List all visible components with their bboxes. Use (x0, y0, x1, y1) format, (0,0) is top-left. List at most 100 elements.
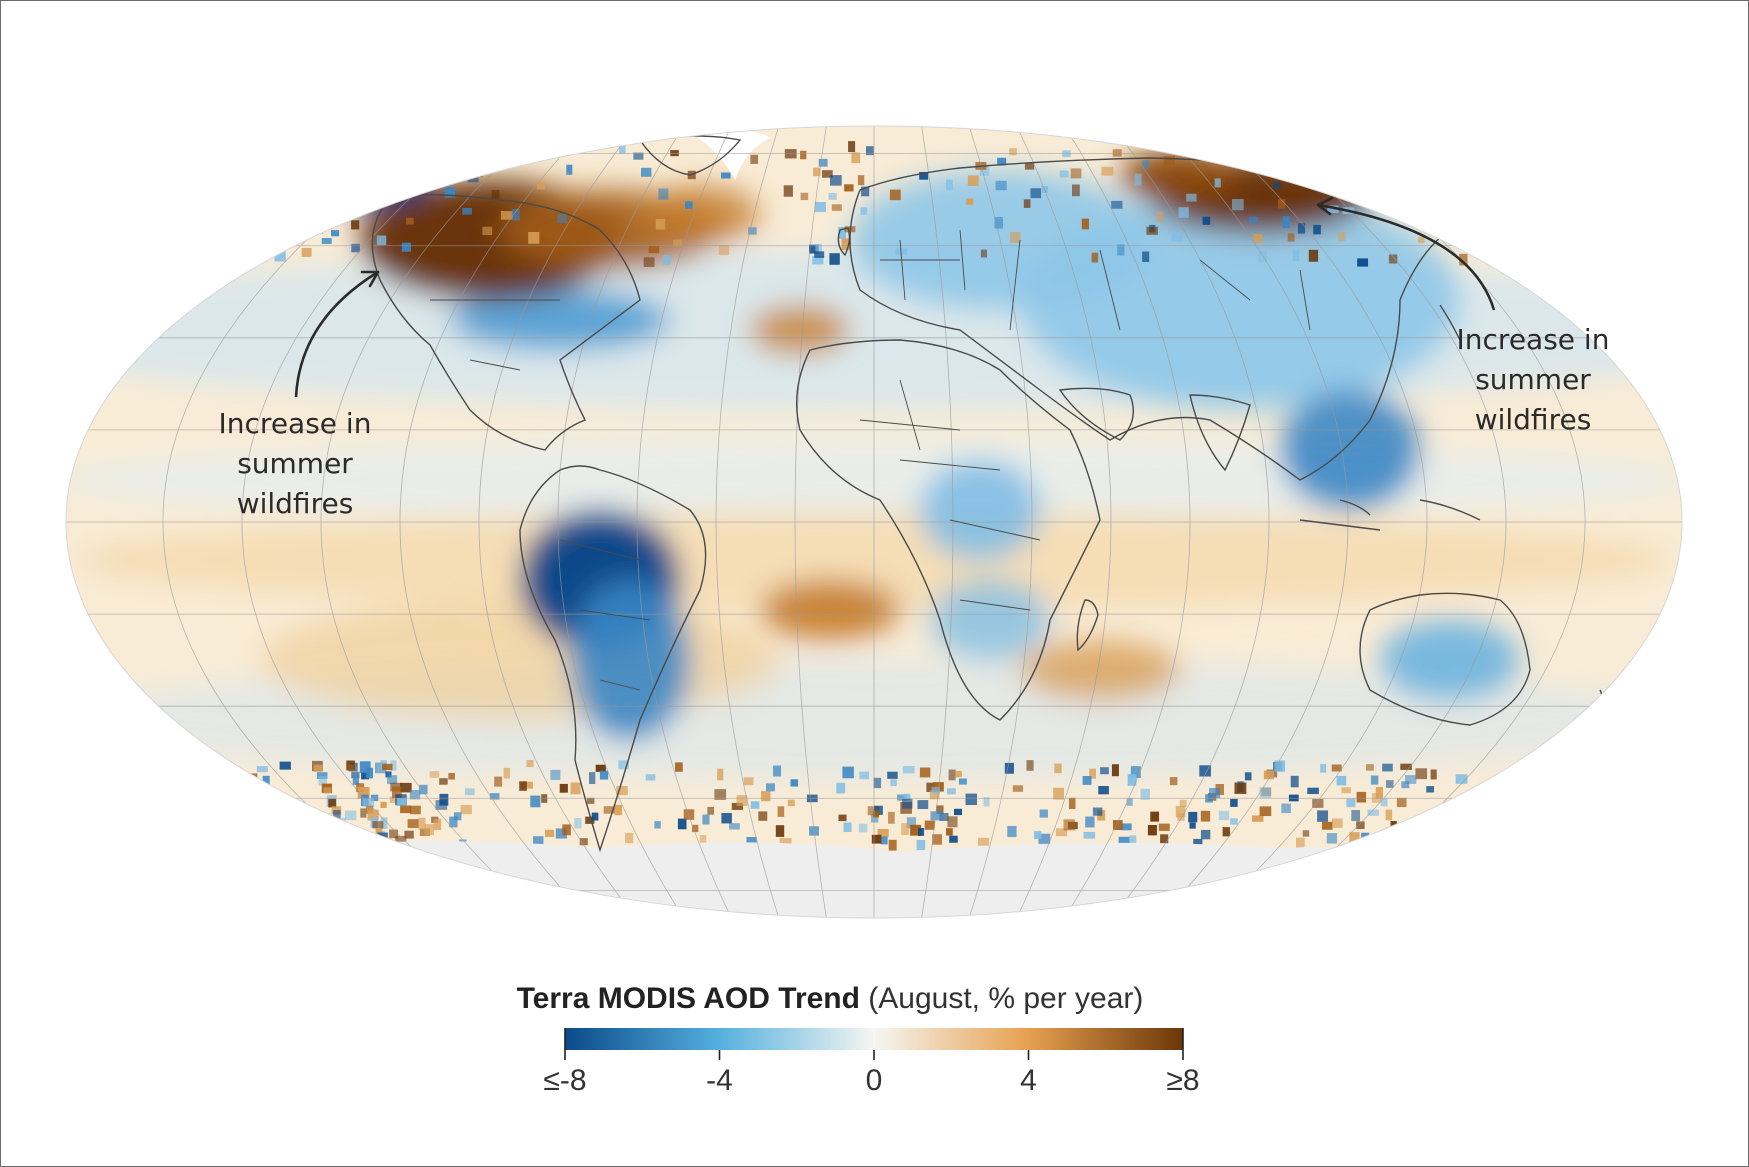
trend-pixel (178, 775, 190, 782)
trend-pixel (783, 185, 793, 197)
trend-pixel (545, 829, 555, 838)
trend-pixel (1606, 776, 1617, 787)
trend-pixel (1134, 173, 1142, 186)
trend-pixel (818, 158, 828, 167)
legend-title-subtitle: (August, % per year) (868, 982, 1144, 1015)
trend-pixel (409, 790, 421, 800)
colorbar-ticks (564, 1028, 1184, 1060)
trend-pixel (169, 818, 177, 829)
trend-pixel (1460, 837, 1471, 845)
trend-pixel (1147, 825, 1157, 836)
trend-pixel (132, 804, 141, 817)
trend-pixel (1193, 838, 1203, 846)
trend-pixel (404, 830, 414, 839)
trend-pixel (1338, 232, 1346, 242)
trend-pixel (1081, 218, 1089, 230)
trend-pixel (1129, 835, 1137, 846)
trend-pixel (717, 768, 724, 781)
trend-pixel (555, 828, 567, 839)
trend-pixel (829, 253, 840, 265)
trend-pixel (1395, 832, 1408, 843)
trend-pixel (245, 148, 253, 157)
trend-pixel (120, 198, 129, 205)
trend-pixel (812, 256, 824, 265)
trend-pixel (1290, 775, 1299, 788)
trend-pixel (433, 818, 442, 830)
trend-pixel (1611, 835, 1624, 845)
trend-pixel (279, 761, 291, 770)
trend-pixel (557, 214, 567, 224)
trend-pixel (176, 834, 187, 843)
trend-pixel (220, 785, 230, 793)
trend-pixel (333, 810, 341, 822)
trend-pixel (1273, 182, 1281, 189)
trend-pixel (1508, 254, 1516, 266)
trend-pixel (1232, 199, 1244, 211)
trend-pixel (444, 187, 456, 198)
trend-pixel (838, 227, 846, 239)
trend-pixel (131, 829, 144, 837)
trend-pixel (1459, 253, 1468, 266)
trend-pixel (321, 141, 333, 153)
trend-pixel (160, 796, 168, 807)
trend-pixel (351, 220, 360, 230)
trend-pixel (1009, 148, 1017, 156)
trend-pixel (494, 776, 503, 787)
trend-pixel (323, 787, 332, 794)
legend-title-bold: Terra MODIS AOD Trend (516, 982, 860, 1015)
trend-pixel (1072, 184, 1080, 197)
trend-pixel (1317, 810, 1329, 822)
trend-pixel (367, 809, 379, 821)
trend-pixel (949, 835, 958, 843)
trend-pixel (331, 230, 340, 237)
trend-pixel (814, 251, 825, 258)
trend-pixel (1085, 816, 1095, 828)
trend-pixel (1281, 803, 1291, 814)
trend-pixel (699, 835, 707, 845)
trend-pixel (376, 235, 387, 246)
trend-pixel (599, 770, 609, 780)
trend-pixel (616, 786, 628, 796)
trend-pixel (1150, 811, 1160, 822)
trend-pixel (145, 234, 154, 245)
trend-pixel (831, 204, 842, 211)
trend-pixel (1142, 251, 1150, 263)
trend-pixel (262, 775, 270, 787)
trend-pixel (585, 816, 595, 824)
trend-pixel (528, 232, 540, 244)
trend-pixel (205, 822, 215, 835)
trend-pixel (530, 795, 541, 808)
trend-pixel (318, 776, 327, 786)
trend-pixel (1307, 787, 1319, 795)
trend-pixel (648, 245, 660, 254)
trend-pixel (1336, 155, 1345, 165)
trend-pixel (1611, 229, 1623, 240)
trend-pixel (1034, 831, 1042, 840)
trend-pixel (902, 798, 913, 809)
trend-pixel (1380, 798, 1388, 807)
annotation-left-line-2: summer (237, 447, 353, 480)
trend-pixel (1175, 806, 1186, 818)
trend-pixel (1083, 831, 1096, 839)
trend-pixel (1186, 193, 1197, 202)
trend-pixel (814, 202, 827, 213)
trend-patch (1120, 150, 1240, 200)
trend-pixel (967, 175, 979, 186)
trend-pixel (1230, 818, 1238, 825)
trend-pixel (1608, 218, 1618, 229)
trend-pixel (401, 242, 411, 252)
trend-pixel (1424, 815, 1433, 828)
trend-pixel (1200, 829, 1211, 840)
trend-pixel (277, 809, 284, 817)
trend-pixel (692, 824, 699, 833)
trend-pixel (890, 779, 897, 787)
trend-pixel (238, 245, 249, 254)
trend-pixel (959, 778, 967, 785)
trend-pixel (1608, 808, 1619, 820)
trend-pixel (1582, 158, 1593, 166)
trend-pixel (1403, 143, 1410, 156)
trend-pixel (519, 781, 527, 791)
trend-pixel (482, 226, 493, 236)
trend-pixel (1312, 799, 1324, 808)
trend-pixel (677, 818, 687, 830)
